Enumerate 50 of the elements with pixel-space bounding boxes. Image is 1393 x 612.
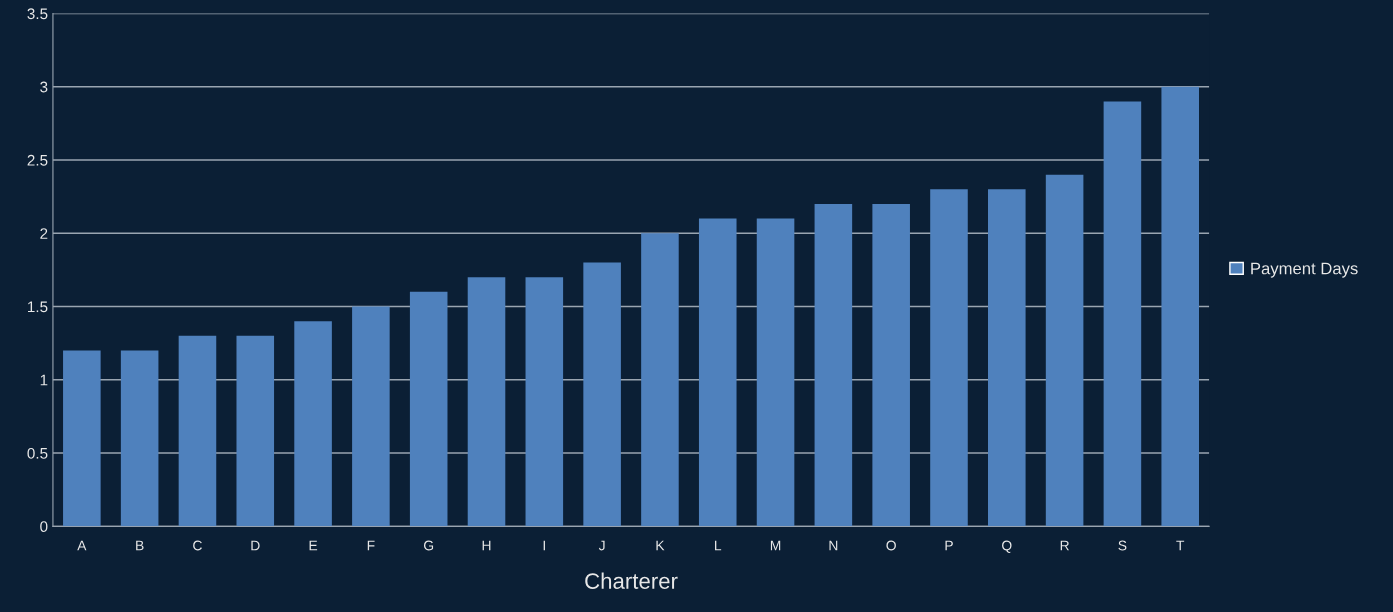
x-tick-label: Q [1002,540,1012,553]
bar [467,277,506,527]
bar [1103,101,1142,527]
y-tick-label: 0.5 [27,447,48,459]
y-tick-label: 3 [40,81,48,93]
legend-label: Payment Days [1251,262,1358,278]
bar [641,233,679,527]
bar [698,218,737,527]
bar [236,335,275,527]
bar [525,277,564,527]
bar [409,291,448,527]
x-tick-label: B [136,540,144,551]
bar [583,262,621,527]
x-tick-label: M [770,540,781,551]
bar [352,306,390,527]
y-tick-label: 2.5 [27,154,48,166]
bar [63,350,101,527]
x-tick-label: T [1176,540,1185,551]
bar [120,350,159,527]
x-tick-label: O [886,540,896,551]
x-tick-label: E [309,540,318,551]
bar [1045,174,1084,527]
bar [872,203,910,527]
x-tick-label: K [656,540,665,551]
x-tick-label: D [251,540,260,551]
x-tick-label: I [543,540,545,551]
bar [1161,86,1200,527]
bar [930,189,968,527]
bar [988,189,1026,527]
x-tick-label: H [482,540,491,551]
y-tick-label: 2 [40,228,48,239]
x-tick-label: R [1060,540,1069,551]
x-tick-label: C [193,540,202,551]
y-tick-label: 1.5 [28,301,48,313]
x-tick-label: P [945,540,953,551]
x-tick-label: L [715,540,722,551]
x-tick-label: F [367,540,375,551]
bar [178,335,217,527]
y-tick-label: 1 [40,374,48,386]
x-tick-label: G [423,540,434,551]
y-tick-label: 0 [40,521,48,533]
x-tick-label: S [1118,540,1127,551]
x-tick-label: J [598,540,605,551]
bar [756,218,795,527]
bar [294,321,332,527]
x-tick-label: A [77,540,87,551]
y-tick-label: 3.5 [27,8,48,20]
x-axis-title: Charterer [585,572,678,589]
x-tick-label: N [829,540,838,551]
bar [814,203,853,527]
